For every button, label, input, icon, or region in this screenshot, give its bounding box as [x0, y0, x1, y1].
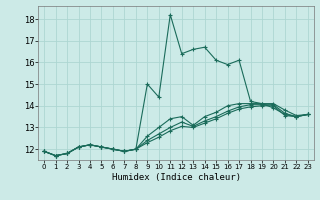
X-axis label: Humidex (Indice chaleur): Humidex (Indice chaleur)	[111, 173, 241, 182]
